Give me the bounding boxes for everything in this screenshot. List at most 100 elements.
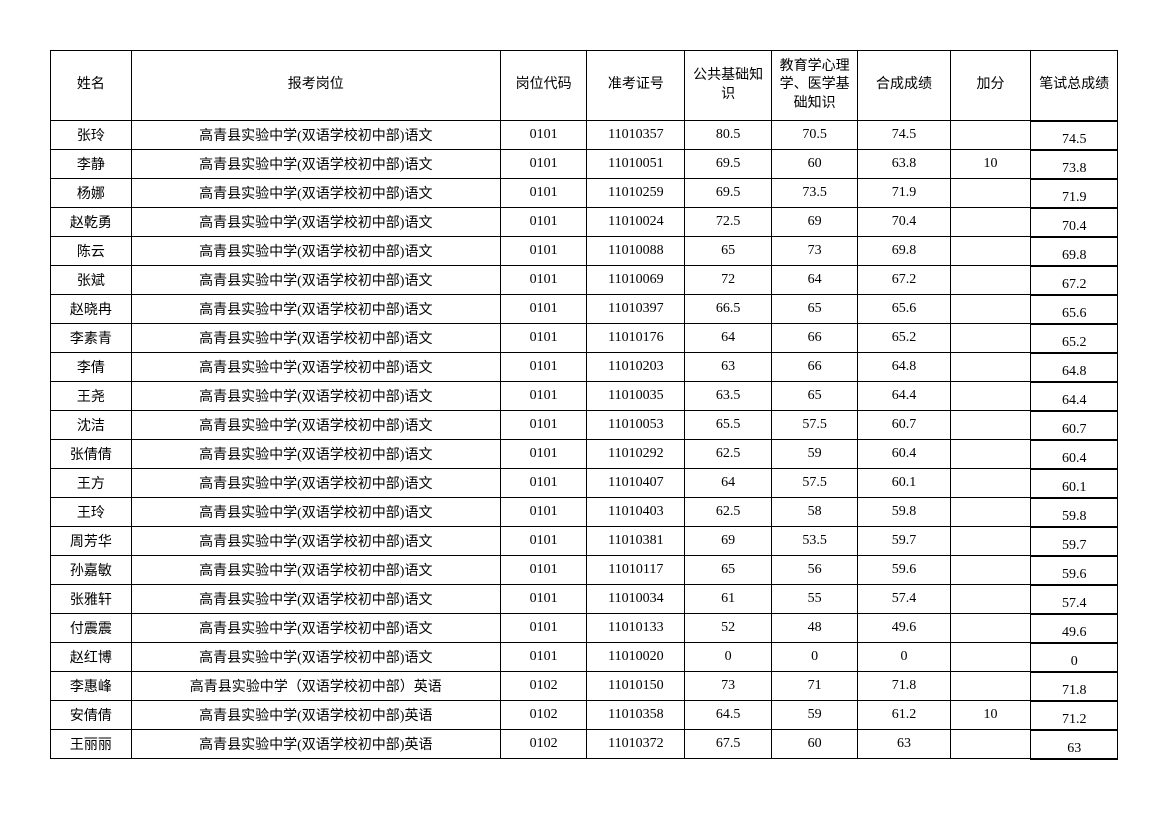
table-cell: 57.5 [771, 469, 858, 498]
table-row: 孙嘉敏高青县实验中学(双语学校初中部)语文010111010117655659.… [51, 556, 1118, 585]
table-cell: 陈云 [51, 237, 132, 266]
table-cell: 73.5 [771, 179, 858, 208]
table-cell: 高青县实验中学(双语学校初中部)语文 [131, 353, 500, 382]
table-cell: 61.2 [858, 701, 950, 730]
table-cell: 赵晓冉 [51, 295, 132, 324]
table-row: 赵乾勇高青县实验中学(双语学校初中部)语文01011101002472.5697… [51, 208, 1118, 237]
table-cell: 64.5 [685, 701, 772, 730]
table-cell: 60.7 [1031, 411, 1118, 440]
table-cell: 67.2 [1031, 266, 1118, 295]
table-cell: 0101 [500, 411, 587, 440]
table-cell: 0102 [500, 672, 587, 701]
table-cell: 0101 [500, 382, 587, 411]
table-cell: 63.8 [858, 150, 950, 179]
table-cell: 65.2 [858, 324, 950, 353]
table-cell: 49.6 [1031, 614, 1118, 643]
table-cell: 71.9 [1031, 179, 1118, 208]
table-cell: 64 [771, 266, 858, 295]
table-row: 张玲高青县实验中学(双语学校初中部)语文01011101035780.570.5… [51, 121, 1118, 150]
table-cell: 高青县实验中学(双语学校初中部)语文 [131, 614, 500, 643]
table-cell: 0101 [500, 527, 587, 556]
table-cell: 60.4 [1031, 440, 1118, 469]
table-cell: 60.1 [1031, 469, 1118, 498]
table-cell [950, 614, 1031, 643]
column-header: 加分 [950, 51, 1031, 121]
table-cell: 71.8 [858, 672, 950, 701]
table-cell: 62.5 [685, 440, 772, 469]
table-row: 张倩倩高青县实验中学(双语学校初中部)语文01011101029262.5596… [51, 440, 1118, 469]
table-cell: 60.1 [858, 469, 950, 498]
table-cell: 张斌 [51, 266, 132, 295]
table-cell: 杨娜 [51, 179, 132, 208]
table-cell: 64 [685, 469, 772, 498]
table-cell: 11010069 [587, 266, 685, 295]
table-cell: 69.5 [685, 179, 772, 208]
table-cell: 64.4 [1031, 382, 1118, 411]
table-cell [950, 353, 1031, 382]
table-cell: 59.6 [1031, 556, 1118, 585]
table-row: 李倩高青县实验中学(双语学校初中部)语文010111010203636664.8… [51, 353, 1118, 382]
table-cell: 11010259 [587, 179, 685, 208]
table-cell: 高青县实验中学(双语学校初中部)语文 [131, 643, 500, 672]
table-cell: 11010403 [587, 498, 685, 527]
column-header: 教育学心理学、医学基础知识 [771, 51, 858, 121]
table-cell: 70.5 [771, 121, 858, 150]
table-row: 陈云高青县实验中学(双语学校初中部)语文010111010088657369.8… [51, 237, 1118, 266]
table-cell: 0 [685, 643, 772, 672]
table-row: 王方高青县实验中学(双语学校初中部)语文0101110104076457.560… [51, 469, 1118, 498]
table-cell: 69.5 [685, 150, 772, 179]
table-cell: 高青县实验中学(双语学校初中部)语文 [131, 556, 500, 585]
table-cell: 0101 [500, 469, 587, 498]
table-row: 赵晓冉高青县实验中学(双语学校初中部)语文01011101039766.5656… [51, 295, 1118, 324]
table-row: 付震震高青县实验中学(双语学校初中部)语文010111010133524849.… [51, 614, 1118, 643]
table-cell: 59 [771, 440, 858, 469]
table-cell: 65 [771, 382, 858, 411]
table-cell: 80.5 [685, 121, 772, 150]
table-cell [950, 585, 1031, 614]
table-cell: 59.6 [858, 556, 950, 585]
table-cell [950, 672, 1031, 701]
table-row: 周芳华高青县实验中学(双语学校初中部)语文0101110103816953.55… [51, 527, 1118, 556]
column-header: 姓名 [51, 51, 132, 121]
table-cell: 王尧 [51, 382, 132, 411]
table-cell: 73.8 [1031, 150, 1118, 179]
table-cell: 63 [685, 353, 772, 382]
table-cell: 60.7 [858, 411, 950, 440]
table-cell [950, 295, 1031, 324]
table-cell: 59 [771, 701, 858, 730]
table-cell: 61 [685, 585, 772, 614]
table-cell: 0102 [500, 701, 587, 730]
table-cell: 0101 [500, 556, 587, 585]
table-cell: 70.4 [1031, 208, 1118, 237]
table-cell: 60 [771, 150, 858, 179]
column-header: 准考证号 [587, 51, 685, 121]
table-cell [950, 382, 1031, 411]
table-cell: 高青县实验中学(双语学校初中部)语文 [131, 469, 500, 498]
table-cell: 62.5 [685, 498, 772, 527]
table-cell: 11010034 [587, 585, 685, 614]
table-cell: 0101 [500, 498, 587, 527]
table-cell: 63 [858, 730, 950, 759]
table-cell: 0101 [500, 353, 587, 382]
table-cell: 65.5 [685, 411, 772, 440]
table-cell: 0101 [500, 295, 587, 324]
table-cell: 74.5 [858, 121, 950, 150]
table-cell: 高青县实验中学(双语学校初中部)语文 [131, 179, 500, 208]
table-cell: 74.5 [1031, 121, 1118, 150]
table-cell: 48 [771, 614, 858, 643]
table-cell: 11010176 [587, 324, 685, 353]
table-cell: 李惠峰 [51, 672, 132, 701]
table-cell: 69.8 [858, 237, 950, 266]
table-cell: 0101 [500, 150, 587, 179]
table-cell: 安倩倩 [51, 701, 132, 730]
table-cell: 66.5 [685, 295, 772, 324]
table-cell [950, 324, 1031, 353]
table-cell: 王玲 [51, 498, 132, 527]
table-cell: 64.4 [858, 382, 950, 411]
table-cell: 11010020 [587, 643, 685, 672]
column-header: 合成成绩 [858, 51, 950, 121]
table-cell: 64.8 [1031, 353, 1118, 382]
table-cell: 63 [1031, 730, 1118, 759]
table-cell: 0101 [500, 208, 587, 237]
table-cell: 10 [950, 150, 1031, 179]
